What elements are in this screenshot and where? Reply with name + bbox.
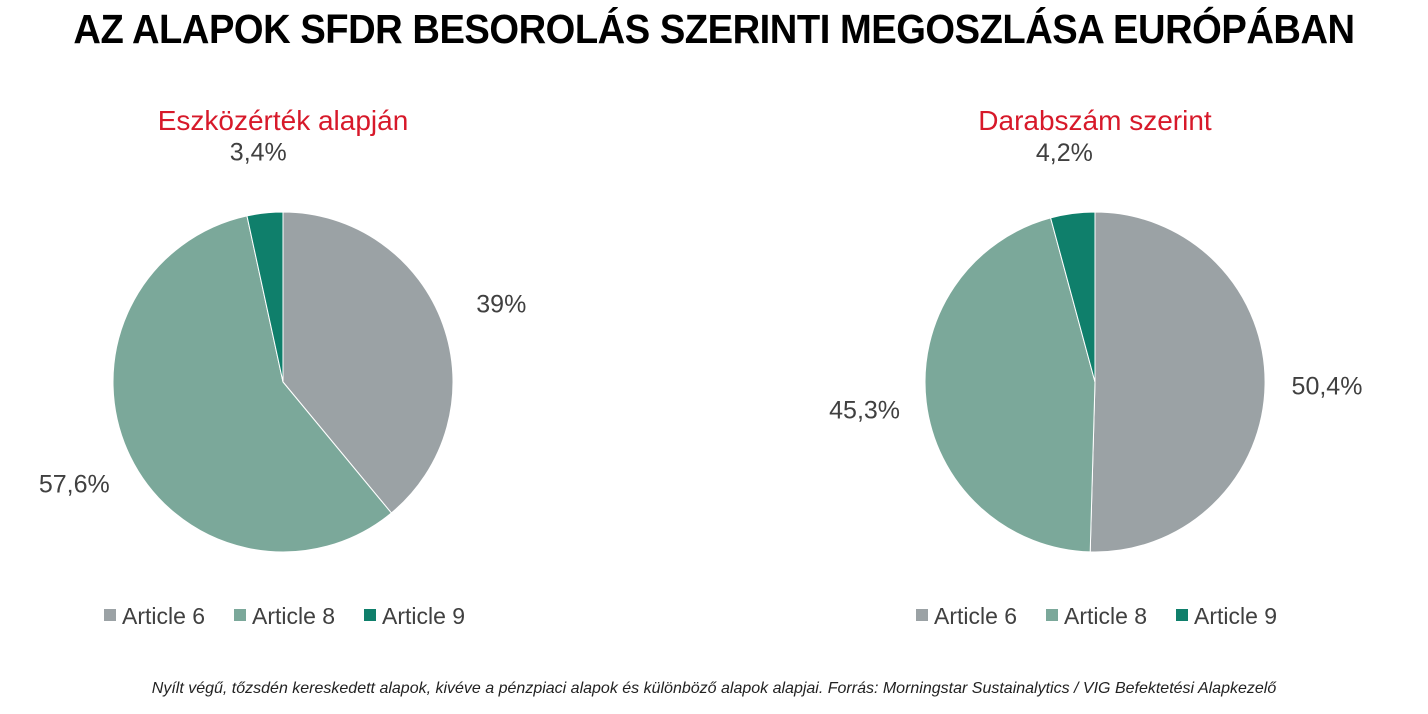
chart-subtitle: Darabszám szerint	[978, 105, 1212, 136]
chart-subtitle: Eszközérték alapján	[158, 105, 409, 136]
legend-label: Article 9	[382, 603, 465, 629]
pie-slice-article-8	[924, 217, 1096, 553]
pie-chart-2: Darabszám szerint 50,4% 45,3% 4,2% Article 6…	[829, 105, 1362, 629]
legend-label: Article 6	[934, 603, 1017, 629]
pie-slice-article-9	[246, 211, 284, 383]
data-label: 57,6%	[39, 470, 110, 498]
legend-label: Article 9	[1194, 603, 1277, 629]
legend-swatch-3	[364, 609, 376, 621]
pie-slice-article-8	[112, 215, 393, 553]
legend-label: Article 6	[122, 603, 205, 629]
data-label: 50,4%	[1292, 372, 1363, 400]
pie-chart-1: Eszközérték alapján 39% 57,6% 3,4% Article 6…	[39, 105, 526, 629]
data-label: 45,3%	[829, 396, 900, 424]
legend-label: Article 8	[252, 603, 335, 629]
legend-swatch-3	[1176, 609, 1188, 621]
pie-slice-article-9	[1049, 211, 1096, 383]
legend-label: Article 8	[1064, 603, 1147, 629]
page-title: AZ ALAPOK SFDR BESOROLÁS SZERINTI MEGOSZ…	[73, 6, 1355, 52]
legend-swatch-1	[104, 609, 116, 621]
pie-slice-article-6	[282, 211, 454, 514]
data-label: 4,2%	[1036, 139, 1093, 167]
legend-swatch-2	[1046, 609, 1058, 621]
legend-swatch-2	[234, 609, 246, 621]
data-label: 39%	[476, 290, 526, 318]
legend: Article 6 Article 8 Article 9	[916, 603, 1277, 629]
legend: Article 6 Article 8 Article 9	[104, 603, 465, 629]
legend-swatch-1	[916, 609, 928, 621]
pie-slice-article-6	[1089, 211, 1266, 553]
data-label: 3,4%	[230, 138, 287, 166]
source-footnote: Nyílt végű, tőzsdén kereskedett alapok, …	[151, 680, 1277, 697]
